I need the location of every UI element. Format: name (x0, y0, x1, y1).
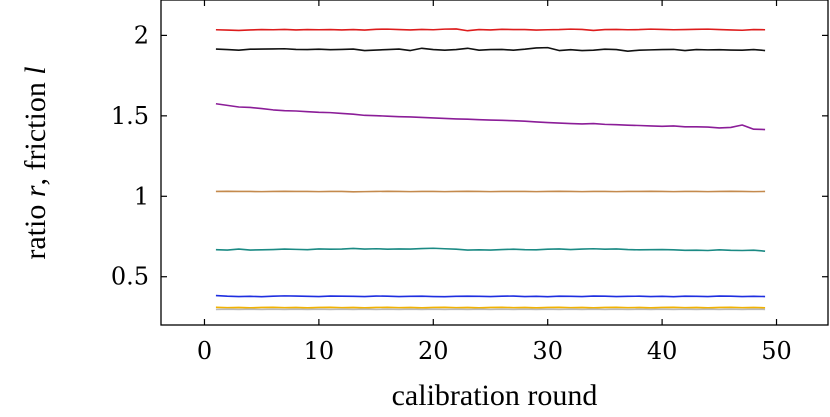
series-line-6 (215, 294, 766, 298)
series-layer (215, 28, 766, 311)
x-axis-label: calibration round (392, 379, 598, 412)
y-tick-label-1.5: 1.5 (111, 102, 149, 130)
y-axis-label: ratio r, friction l (19, 66, 52, 259)
y-tick-label-1: 1 (134, 182, 149, 210)
series-line-5 (215, 247, 766, 252)
y-tick-label-2: 2 (134, 21, 149, 49)
series-line-3 (215, 102, 766, 131)
x-tick-label-30: 30 (532, 337, 563, 365)
x-tick-label-10: 10 (304, 337, 335, 365)
x-tick-label-40: 40 (647, 337, 678, 365)
x-tick-label-50: 50 (761, 337, 792, 365)
y-tick-label-0.5: 0.5 (111, 263, 149, 291)
ticks-layer: 0 10 20 30 40 50 0.5 1 1.5 2 (111, 0, 828, 365)
x-tick-label-0: 0 (197, 337, 212, 365)
x-tick-label-20: 20 (418, 337, 449, 365)
series-line-1 (215, 28, 766, 32)
plot-frame (160, 0, 829, 326)
series-line-2 (215, 46, 766, 52)
